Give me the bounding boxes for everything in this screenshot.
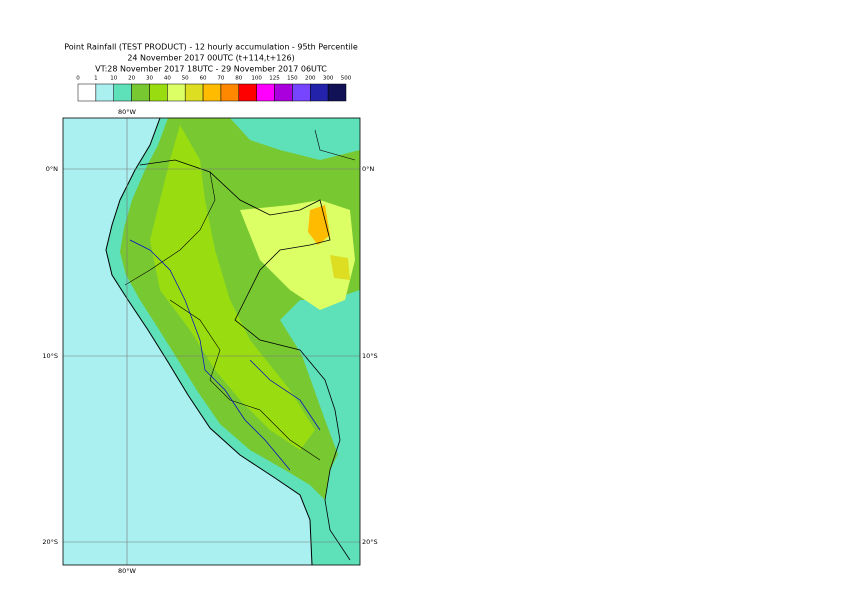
colorbar: 0 1 10 20 30 40 50 60 70 80 100 125 150 200 300 500: [76, 76, 352, 102]
map-frame: [62, 117, 361, 566]
colorbar-swatch: [310, 83, 329, 102]
colorbar-label: 125: [269, 76, 280, 82]
colorbar-label: 1: [94, 76, 98, 82]
colorbar-swatch: [256, 83, 275, 102]
colorbar-swatch: [167, 83, 186, 102]
colorbar-swatch: [327, 83, 347, 102]
colorbar-swatch: [131, 83, 150, 102]
colorbar-swatch: [77, 83, 97, 102]
land-orange: [308, 205, 330, 245]
lat-label: 20°S: [42, 538, 58, 546]
coastline: [105, 118, 313, 565]
colorbar-label: 200: [305, 76, 316, 82]
colorbar-swatch: [202, 83, 222, 102]
lat-label: 20°S: [362, 538, 378, 546]
border: [139, 159, 351, 561]
lat-labels: 0°N 10°S 20°S 0°N 10°S 20°S: [42, 165, 377, 546]
lon-label: 80°W: [118, 567, 137, 575]
border: [124, 129, 356, 461]
title-line: VT:28 November 2017 18UTC - 29 November …: [95, 65, 327, 74]
colorbar-swatch: [149, 83, 168, 102]
colorbar-label: 10: [110, 76, 117, 82]
colorbar-label: 500: [341, 76, 352, 82]
colorbar-swatch: [184, 83, 204, 102]
lat-label: 0°N: [46, 165, 58, 173]
colorbar-label: 60: [200, 76, 207, 82]
lat-label: 0°N: [362, 165, 374, 173]
land-teal: [230, 118, 360, 160]
colorbar-label: 100: [251, 76, 262, 82]
river: [129, 239, 321, 471]
colorbar-swatch: [113, 83, 132, 102]
colorbar-swatch: [220, 83, 240, 102]
colorbar-swatch: [274, 83, 293, 102]
land-lime: [150, 125, 315, 450]
colorbar-label: 70: [217, 76, 224, 82]
colorbar-swatch: [238, 83, 257, 102]
title-line: Point Rainfall (TEST PRODUCT) - 12 hourl…: [64, 43, 358, 52]
lat-label: 10°S: [42, 352, 58, 360]
colorbar-label: 50: [182, 76, 189, 82]
lon-label: 80°W: [118, 108, 137, 116]
colorbar-label: 150: [287, 76, 298, 82]
map-field: [63, 118, 360, 565]
colorbar-swatch: [95, 83, 114, 102]
land-olive: [330, 255, 350, 280]
colorbar-label: 80: [235, 76, 242, 82]
colorbar-label: 0: [76, 76, 80, 82]
colorbar-label: 30: [146, 76, 153, 82]
title-line: 24 November 2017 00UTC (t+114,t+126): [127, 54, 294, 63]
colorbar-label: 40: [164, 76, 171, 82]
colorbar-swatch: [292, 83, 311, 102]
colorbar-label: 20: [128, 76, 135, 82]
lat-label: 10°S: [362, 352, 378, 360]
land-teal: [300, 340, 360, 470]
colorbar-label: 300: [323, 76, 334, 82]
